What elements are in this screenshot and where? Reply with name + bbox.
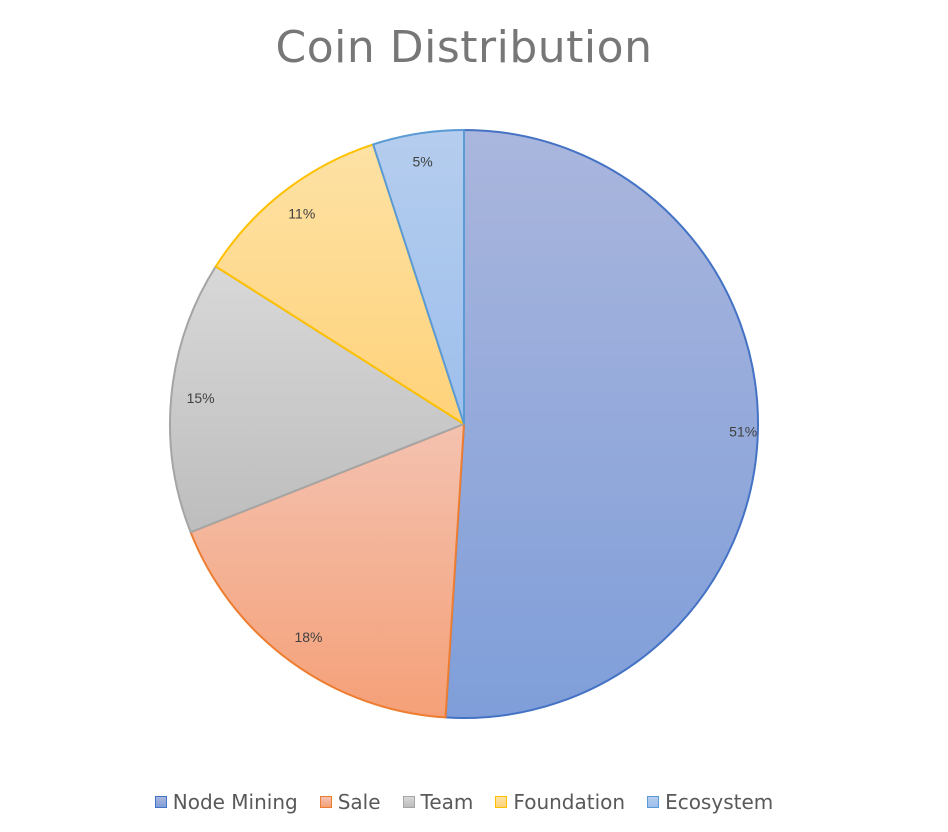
legend-label: Node Mining — [172, 790, 298, 814]
legend-label: Team — [420, 790, 474, 814]
legend-item-ecosystem: Ecosystem — [647, 790, 773, 814]
legend-swatch — [402, 796, 415, 808]
data-label-sale: 18% — [294, 629, 322, 645]
legend-item-team: Team — [402, 790, 474, 814]
pie-data-labels: 51% 18% 15% 11% 5% — [187, 153, 758, 644]
data-label-ecosystem: 5% — [412, 153, 432, 169]
data-label-team: 15% — [187, 390, 215, 406]
data-label-foundation: 11% — [288, 206, 315, 222]
pie-plot-area: 51% 18% 15% 11% 5% — [169, 129, 759, 719]
pie-slices — [169, 129, 759, 719]
legend-label: Foundation — [513, 790, 626, 814]
pie-slice-ecosystem — [372, 129, 465, 425]
legend-item-sale: Sale — [319, 790, 381, 814]
chart-title: Coin Distribution — [275, 22, 653, 73]
legend-item-node-mining: Node Mining — [154, 790, 298, 814]
legend-swatch — [495, 796, 508, 808]
legend-label: Ecosystem — [665, 790, 774, 814]
pie-slice-sale — [189, 423, 465, 719]
legend-swatch — [154, 796, 167, 808]
legend-item-foundation: Foundation — [495, 790, 625, 814]
pie-slice-node-mining — [444, 129, 759, 719]
pie-slice-team — [169, 265, 465, 534]
pie-slice-foundation — [214, 143, 465, 425]
data-label-node-mining: 51% — [729, 424, 757, 440]
chart-legend: Node Mining Sale Team Foundation Ecosystem — [0, 790, 928, 814]
legend-swatch — [647, 796, 660, 808]
legend-swatch — [319, 796, 332, 808]
legend-label: Sale — [337, 790, 381, 814]
